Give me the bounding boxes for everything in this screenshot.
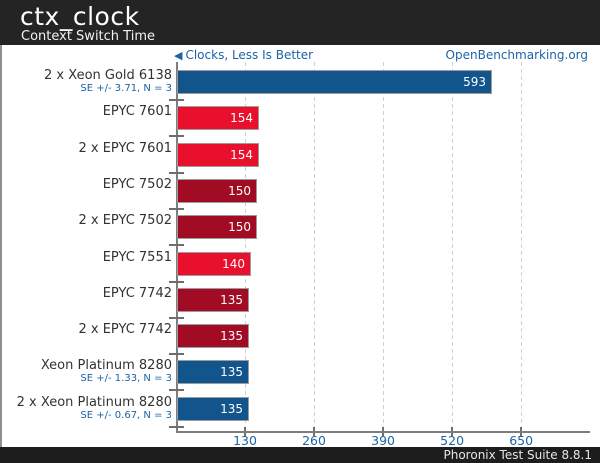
x-axis-tick-label: 130: [233, 433, 257, 448]
less-is-better-note: ◀ Clocks, Less Is Better: [174, 48, 313, 62]
row-label: EPYC 7502: [102, 177, 172, 192]
y-axis-tick: [169, 353, 184, 355]
row-label: EPYC 7551: [102, 250, 172, 265]
less-is-better-label: Clocks, Less Is Better: [185, 48, 314, 62]
bar-value: 135: [220, 293, 243, 307]
x-axis-tick-label: 520: [440, 433, 465, 448]
row-se-label: SE +/- 1.33, N = 3: [80, 373, 172, 384]
row-se-label: SE +/- 3.71, N = 3: [80, 83, 172, 94]
bar-2-x-epyc-7502: 150: [177, 215, 257, 239]
bar-value: 150: [228, 220, 251, 234]
x-axis-tick-label: 650: [509, 433, 534, 448]
y-axis-tick: [169, 135, 184, 137]
row-label: 2 x EPYC 7502: [78, 213, 172, 228]
bar-value: 154: [230, 111, 253, 125]
bar-value: 135: [220, 365, 243, 379]
row-se-label: SE +/- 0.67, N = 3: [80, 410, 172, 421]
row-label: 2 x Xeon Platinum 8280: [16, 395, 172, 410]
row-label: EPYC 7601: [102, 104, 172, 119]
chart-subtitle: Context Switch Time: [21, 29, 155, 44]
bar-value: 593: [463, 75, 486, 89]
y-axis-tick: [169, 99, 184, 101]
chart-header: ctx_clock Context Switch Time: [0, 0, 600, 45]
x-axis-tick-label: 260: [302, 433, 326, 448]
bar-xeon-platinum-8280: 135: [177, 360, 249, 384]
bar-epyc-7742: 135: [177, 288, 249, 312]
bar-2-x-xeon-gold-6138: 593: [177, 70, 492, 94]
row-label: EPYC 7742: [102, 286, 172, 301]
phoronix-version-label: Phoronix Test Suite 8.8.1: [443, 448, 593, 462]
bar-epyc-7601: 154: [177, 106, 259, 130]
row-label: 2 x Xeon Gold 6138: [44, 68, 172, 83]
gridline: [245, 62, 247, 431]
bar-epyc-7551: 140: [177, 252, 251, 276]
chart-footer: Phoronix Test Suite 8.8.1: [0, 447, 600, 463]
plot-area: ◀ Clocks, Less Is Better OpenBenchmarking…: [0, 45, 600, 448]
bar-2-x-xeon-platinum-8280: 135: [177, 397, 249, 421]
y-axis-tick: [169, 244, 184, 246]
gridline: [314, 62, 316, 431]
y-axis-tick: [169, 208, 184, 210]
gridline: [383, 62, 385, 431]
gridline: [452, 62, 454, 431]
left-arrow-icon: ◀: [174, 49, 183, 62]
y-axis-tick: [169, 281, 184, 283]
bar-2-x-epyc-7742: 135: [177, 324, 249, 348]
y-axis-tick: [169, 426, 184, 428]
bar-value: 150: [228, 184, 251, 198]
gridline: [521, 62, 523, 431]
x-axis-line: [176, 431, 590, 433]
y-axis-tick: [169, 172, 184, 174]
x-axis-tick-label: 390: [371, 433, 395, 448]
bar-value: 154: [230, 148, 253, 162]
bar-value: 135: [220, 329, 243, 343]
y-axis-tick: [169, 317, 184, 319]
openbenchmarking-link[interactable]: OpenBenchmarking.org: [445, 48, 588, 62]
row-label: 2 x EPYC 7742: [78, 322, 172, 337]
y-axis-tick: [169, 389, 184, 391]
bar-epyc-7502: 150: [177, 179, 257, 203]
bar-2-x-epyc-7601: 154: [177, 143, 259, 167]
chart-title: ctx_clock: [20, 2, 140, 31]
row-label: 2 x EPYC 7601: [78, 141, 172, 156]
bar-value: 140: [222, 257, 245, 271]
row-label: Xeon Platinum 8280: [40, 358, 172, 373]
bar-value: 135: [220, 402, 243, 416]
y-axis-line: [176, 62, 178, 431]
